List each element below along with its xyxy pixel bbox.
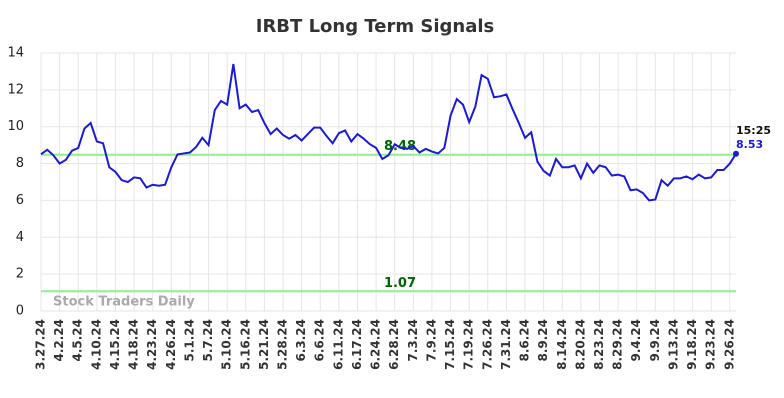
last-value: 8.53 — [736, 138, 763, 151]
x-tick-label: 7.26.24 — [480, 319, 494, 370]
watermark: Stock Traders Daily — [53, 295, 195, 310]
x-tick-label: 4.2.24 — [52, 319, 66, 362]
x-tick-label: 5.10.24 — [220, 319, 234, 370]
last-point — [733, 150, 739, 157]
x-tick-label: 7.9.24 — [424, 319, 438, 362]
x-tick-label: 7.3.24 — [406, 319, 420, 362]
y-tick-label: 12 — [7, 82, 24, 97]
x-tick-label: 6.28.24 — [387, 319, 401, 370]
chart-title: IRBT Long Term Signals — [256, 16, 494, 37]
x-tick-label: 9.23.24 — [704, 319, 718, 370]
x-tick-label: 6.3.24 — [294, 319, 308, 362]
x-tick-label: 7.31.24 — [499, 319, 513, 370]
x-tick-label: 4.5.24 — [71, 319, 85, 362]
y-tick-label: 10 — [7, 119, 24, 134]
y-tick-label: 4 — [16, 230, 24, 245]
x-tick-label: 8.14.24 — [555, 319, 569, 370]
x-tick-label: 3.27.24 — [34, 319, 48, 370]
x-tick-label: 9.13.24 — [666, 319, 680, 370]
x-tick-label: 4.18.24 — [127, 319, 141, 370]
price-line — [40, 63, 737, 202]
reference-label: 1.07 — [384, 276, 416, 291]
x-tick-label: 9.26.24 — [722, 319, 736, 370]
x-tick-label: 8.23.24 — [592, 319, 606, 370]
x-tick-label: 7.15.24 — [443, 319, 457, 370]
x-tick-label: 5.21.24 — [257, 319, 271, 370]
x-tick-label: 4.15.24 — [108, 319, 122, 370]
x-tick-label: 4.26.24 — [164, 319, 178, 370]
last-time: 15:25 — [736, 124, 771, 137]
x-tick-label: 9.4.24 — [629, 319, 643, 362]
x-tick-label: 6.17.24 — [350, 319, 364, 370]
x-tick-label: 6.6.24 — [313, 319, 327, 362]
y-tick-label: 2 — [16, 267, 24, 282]
y-tick-label: 8 — [16, 156, 24, 171]
x-tick-label: 8.6.24 — [518, 319, 532, 362]
x-tick-label: 8.9.24 — [536, 319, 550, 362]
x-tick-label: 5.16.24 — [238, 319, 252, 370]
x-tick-label: 4.10.24 — [89, 319, 103, 370]
x-tick-label: 6.11.24 — [331, 319, 345, 370]
y-tick-label: 0 — [16, 304, 24, 319]
x-tick-label: 6.24.24 — [369, 319, 383, 370]
x-tick-label: 7.19.24 — [462, 319, 476, 370]
x-tick-label: 4.23.24 — [145, 319, 159, 370]
y-tick-label: 14 — [7, 46, 24, 61]
x-tick-label: 8.29.24 — [611, 319, 625, 370]
y-tick-label: 6 — [16, 193, 24, 208]
x-tick-label: 8.20.24 — [573, 319, 587, 370]
x-tick-label: 5.1.24 — [182, 319, 196, 362]
x-tick-label: 9.9.24 — [648, 319, 662, 362]
x-tick-label: 5.28.24 — [276, 319, 290, 370]
x-tick-label: 9.18.24 — [685, 319, 699, 370]
x-tick-label: 5.7.24 — [201, 319, 215, 362]
